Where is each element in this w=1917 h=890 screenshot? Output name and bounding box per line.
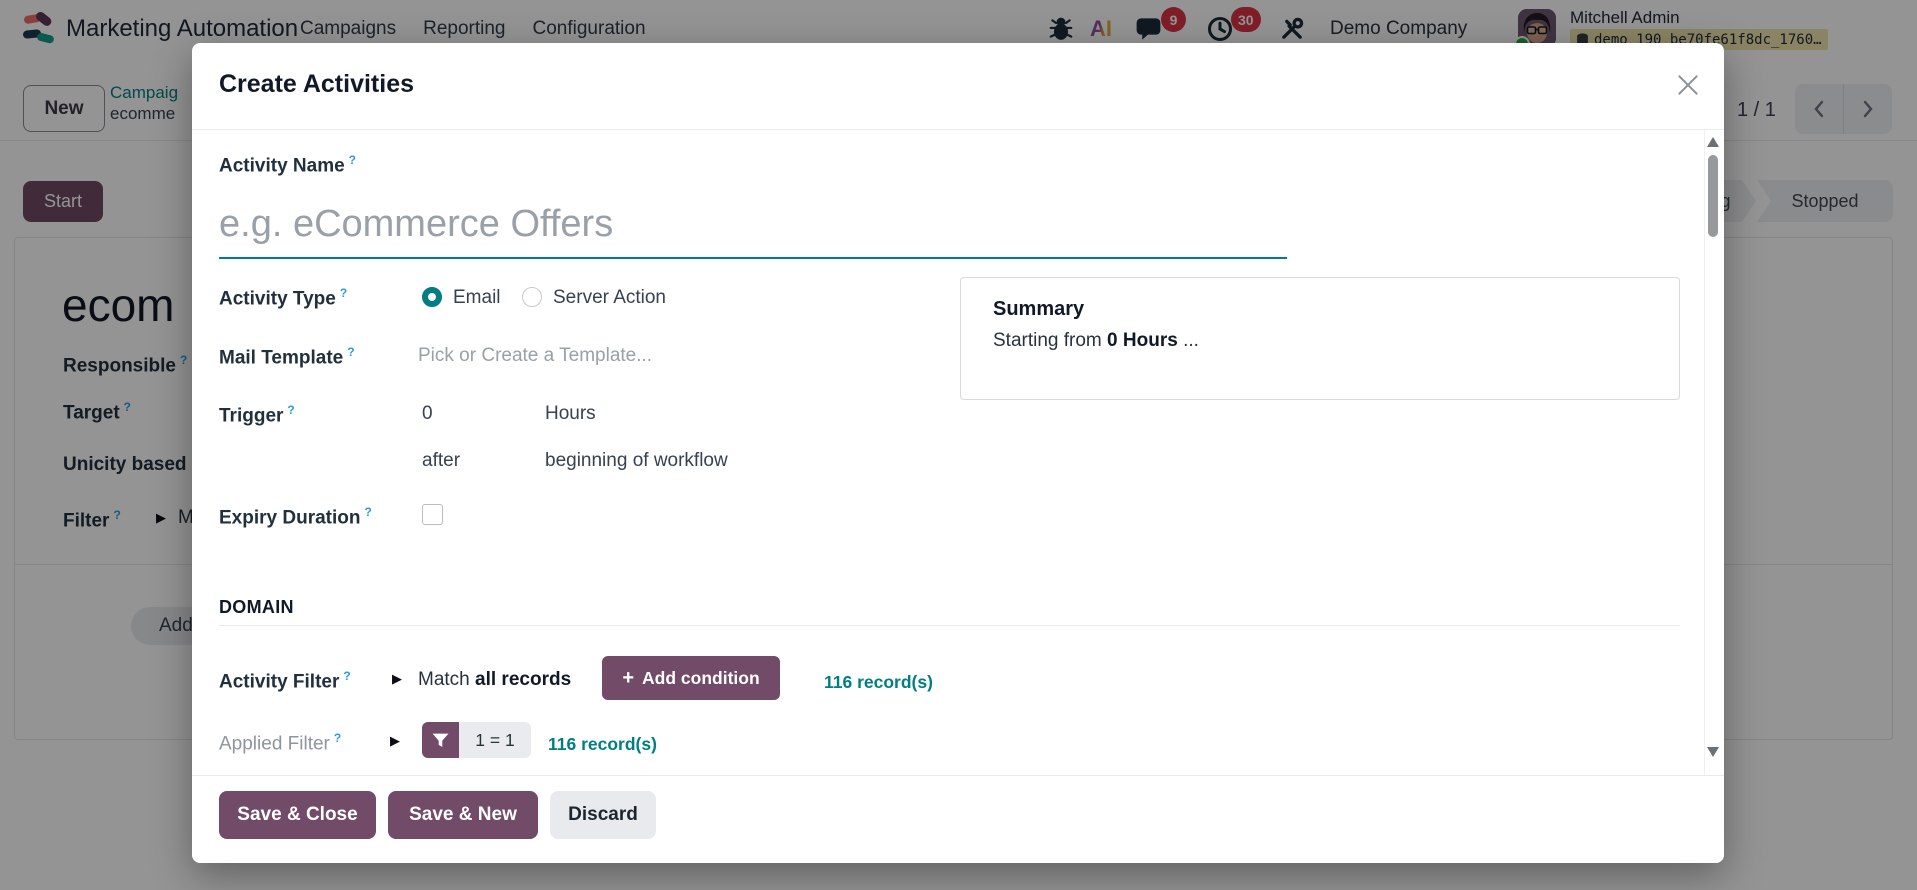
dialog-header: Create Activities bbox=[192, 43, 1724, 130]
trigger-reference-select[interactable]: beginning of workflow bbox=[545, 450, 728, 471]
activity-name-label: Activity Name? bbox=[219, 153, 357, 177]
activity-filter-match-text: Match all records bbox=[418, 669, 572, 690]
help-icon: ? bbox=[343, 669, 351, 683]
activity-filter-label: Activity Filter? bbox=[219, 669, 351, 693]
help-icon: ? bbox=[123, 400, 132, 414]
filter-label: Filter? bbox=[63, 508, 121, 532]
dialog-title: Create Activities bbox=[219, 70, 414, 98]
app-name: Marketing Automation bbox=[66, 15, 299, 42]
dialog-footer: Save & Close Save & New Discard bbox=[192, 775, 1724, 863]
help-icon: ? bbox=[287, 403, 295, 417]
help-icon: ? bbox=[364, 505, 372, 519]
chevron-left-icon bbox=[1814, 100, 1824, 118]
trigger-unit-select[interactable]: Hours bbox=[545, 403, 596, 424]
odoo-logo-icon[interactable] bbox=[20, 9, 60, 49]
activity-name-input[interactable] bbox=[219, 191, 1287, 259]
filter-expand-caret[interactable]: ▶ bbox=[156, 510, 166, 525]
summary-box: Summary Starting from 0 Hours ... bbox=[960, 277, 1680, 400]
expiry-duration-label: Expiry Duration? bbox=[219, 505, 372, 529]
menu-configuration[interactable]: Configuration bbox=[532, 17, 646, 39]
ai-icon[interactable]: AI bbox=[1090, 15, 1112, 41]
radio-email-label[interactable]: Email bbox=[453, 287, 501, 308]
scrollbar-thumb[interactable] bbox=[1708, 155, 1718, 237]
pager-buttons bbox=[1795, 84, 1892, 134]
applied-filter-caret[interactable]: ▶ bbox=[390, 733, 400, 748]
bug-icon[interactable] bbox=[1048, 0, 1074, 57]
company-switcher[interactable]: Demo Company bbox=[1330, 18, 1468, 39]
help-icon: ? bbox=[347, 345, 355, 359]
chevron-right-icon bbox=[1863, 100, 1873, 118]
trigger-value-input[interactable]: 0 bbox=[422, 403, 433, 424]
scroll-up-arrow[interactable] bbox=[1707, 137, 1719, 147]
filter-match-text: M bbox=[178, 507, 194, 528]
mail-template-input[interactable]: Pick or Create a Template... bbox=[418, 345, 653, 366]
activities-badge[interactable]: 30 bbox=[1231, 7, 1261, 32]
radio-email[interactable] bbox=[422, 287, 442, 307]
applied-filter-funnel-chip[interactable] bbox=[422, 722, 459, 758]
radio-server-action[interactable] bbox=[522, 287, 542, 307]
summary-delay: 0 Hours bbox=[1107, 330, 1178, 351]
activities-clock-icon[interactable] bbox=[1206, 0, 1234, 57]
trigger-label: Trigger? bbox=[219, 403, 295, 427]
help-icon: ? bbox=[333, 731, 342, 745]
nav-menus: Campaigns Reporting Configuration bbox=[300, 0, 646, 57]
radio-server-action-label[interactable]: Server Action bbox=[553, 287, 666, 308]
create-activities-dialog: Create Activities Activity Name? Activit… bbox=[192, 43, 1724, 863]
trigger-relation-select[interactable]: after bbox=[422, 450, 461, 471]
pager-previous-button[interactable] bbox=[1795, 84, 1843, 134]
messages-badge[interactable]: 9 bbox=[1161, 7, 1186, 32]
stage-stopped[interactable]: Stopped bbox=[1757, 180, 1893, 222]
discard-button[interactable]: Discard bbox=[550, 791, 656, 839]
menu-campaigns[interactable]: Campaigns bbox=[300, 17, 397, 39]
applied-filter-label: Applied Filter? bbox=[219, 731, 342, 755]
expiry-duration-checkbox[interactable] bbox=[422, 504, 443, 525]
new-button[interactable]: New bbox=[23, 85, 105, 132]
close-button[interactable] bbox=[1672, 69, 1704, 101]
summary-title: Summary bbox=[993, 298, 1085, 320]
filter-funnel-icon bbox=[432, 733, 449, 747]
save-close-button[interactable]: Save & Close bbox=[219, 791, 376, 839]
breadcrumb-record: ecomme bbox=[110, 104, 176, 123]
applied-filter-records-link[interactable]: 116 record(s) bbox=[548, 734, 657, 754]
target-label: Target? bbox=[63, 400, 132, 424]
save-new-button[interactable]: Save & New bbox=[388, 791, 538, 839]
activity-type-label: Activity Type? bbox=[219, 286, 348, 310]
mail-template-label: Mail Template? bbox=[219, 345, 355, 369]
domain-section-heading: DOMAIN bbox=[219, 597, 294, 617]
pager-counter: 1 / 1 bbox=[1737, 99, 1776, 121]
help-icon: ? bbox=[179, 353, 188, 367]
applied-filter-expression[interactable]: 1 = 1 bbox=[459, 722, 531, 758]
add-condition-button[interactable]: + Add condition bbox=[602, 656, 780, 700]
user-name[interactable]: Mitchell Admin bbox=[1570, 8, 1680, 27]
start-campaign-button[interactable]: Start bbox=[23, 181, 103, 222]
summary-text: Starting from 0 Hours ... bbox=[993, 330, 1199, 351]
pager-next-button[interactable] bbox=[1843, 84, 1892, 134]
help-icon: ? bbox=[348, 153, 357, 167]
activity-filter-caret[interactable]: ▶ bbox=[392, 671, 402, 686]
plus-icon: + bbox=[622, 666, 635, 689]
help-icon: ? bbox=[113, 508, 121, 522]
menu-reporting[interactable]: Reporting bbox=[423, 17, 506, 39]
domain-divider bbox=[219, 625, 1680, 626]
campaign-title[interactable]: ecom bbox=[62, 279, 175, 331]
responsible-label: Responsible? bbox=[63, 353, 188, 377]
scroll-down-arrow[interactable] bbox=[1707, 747, 1719, 757]
unicity-label: Unicity based bbox=[63, 454, 187, 475]
help-icon: ? bbox=[339, 286, 348, 300]
messages-icon[interactable] bbox=[1136, 0, 1166, 57]
tools-icon[interactable] bbox=[1278, 0, 1306, 57]
breadcrumb: Campaig ecomme bbox=[110, 82, 178, 124]
breadcrumb-campaign-link[interactable]: Campaig bbox=[110, 83, 179, 102]
activity-filter-records-link[interactable]: 116 record(s) bbox=[824, 672, 933, 692]
close-icon bbox=[1678, 75, 1698, 95]
modal-scrollbar-track[interactable] bbox=[1704, 130, 1720, 775]
